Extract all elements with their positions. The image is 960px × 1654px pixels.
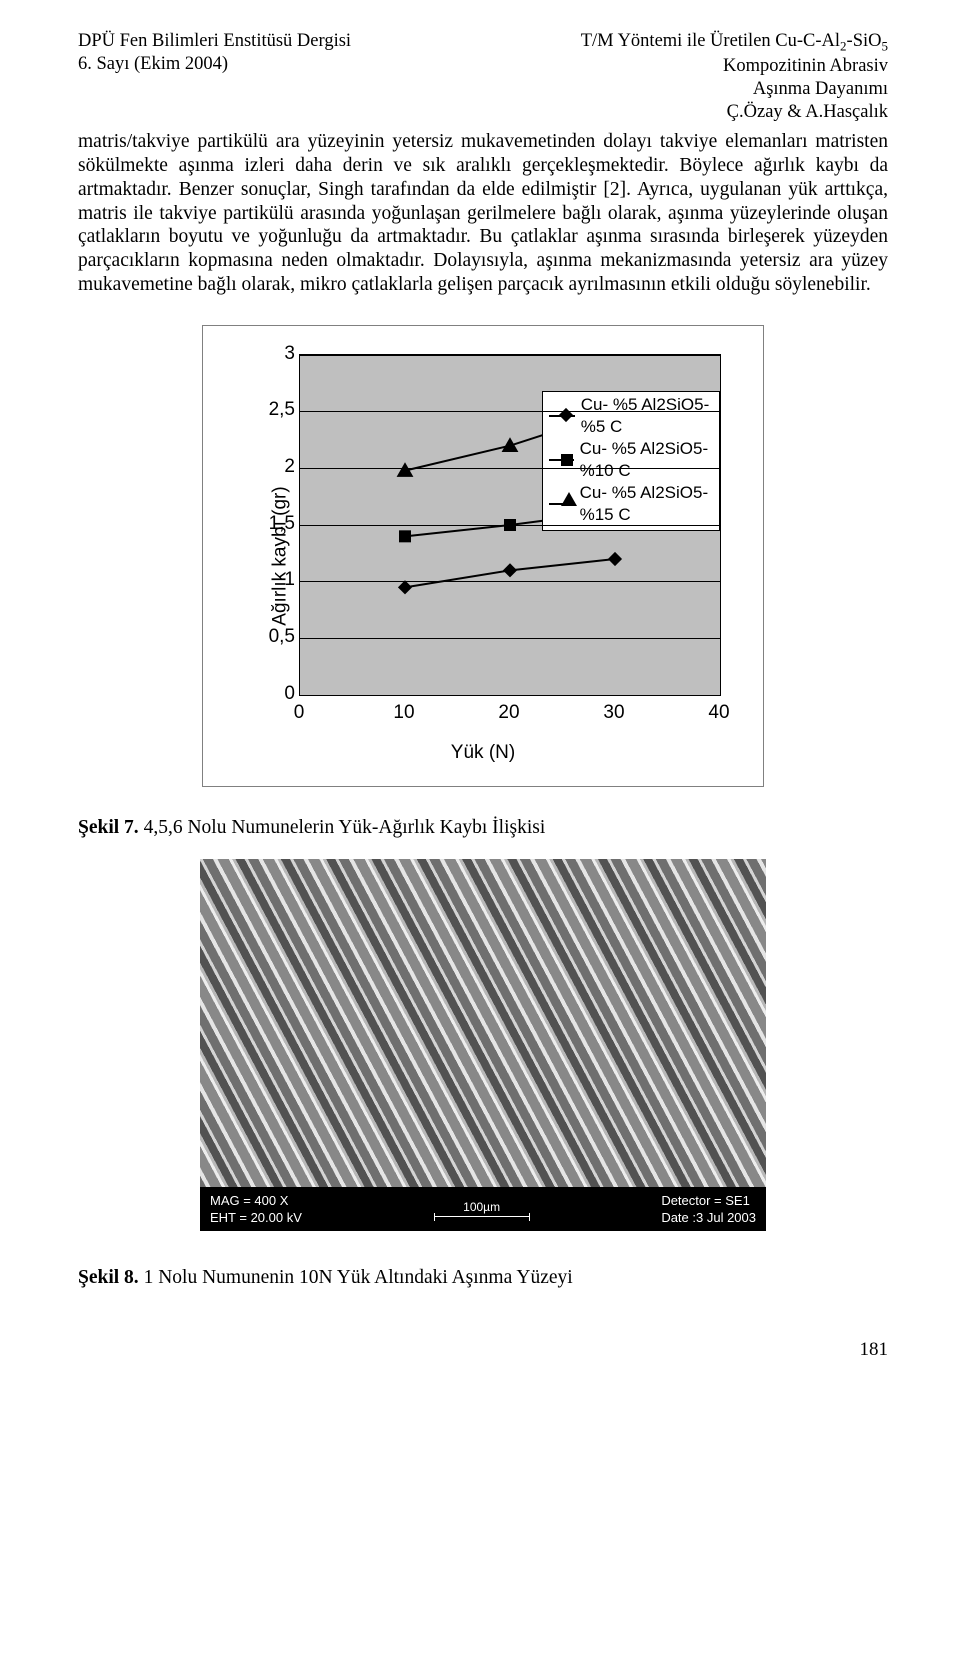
y-tick-label: 0,5 bbox=[259, 626, 295, 648]
legend-item-2: Cu- %5 Al2SiO5- %10 C bbox=[549, 438, 713, 482]
gridline-h bbox=[300, 355, 720, 356]
y-tick-label: 2,5 bbox=[259, 399, 295, 421]
legend-line-icon bbox=[549, 459, 574, 461]
sem-eht: EHT = 20.00 kV bbox=[210, 1210, 302, 1225]
figure-8-caption: Şekil 8. 1 Nolu Numunenin 10N Yük Altınd… bbox=[78, 1267, 888, 1289]
y-tick-label: 3 bbox=[259, 343, 295, 365]
y-tick-label: 0 bbox=[259, 683, 295, 705]
x-tick-label: 0 bbox=[294, 702, 305, 724]
figure-7-text: 4,5,6 Nolu Numunelerin Yük-Ağırlık Kaybı… bbox=[139, 817, 546, 838]
legend-item-1: Cu- %5 Al2SiO5- %5 C bbox=[549, 394, 713, 438]
sem-scale-label: 100µm bbox=[463, 1200, 500, 1214]
y-axis-label: Ağırlık kaybı (gr) bbox=[270, 486, 292, 625]
issue-info: 6. Sayı (Ekim 2004) bbox=[78, 53, 351, 76]
article-title-line2: Kompozitinin Abrasiv bbox=[581, 55, 888, 78]
series-marker bbox=[503, 563, 517, 577]
legend-line-icon bbox=[549, 415, 575, 417]
gridline-h bbox=[300, 581, 720, 582]
page-header: DPÜ Fen Bilimleri Enstitüsü Dergisi 6. S… bbox=[78, 30, 888, 124]
x-tick-label: 40 bbox=[708, 702, 729, 724]
sem-figure: MAG = 400 X EHT = 20.00 kV 100µm Detecto… bbox=[200, 859, 766, 1231]
journal-name: DPÜ Fen Bilimleri Enstitüsü Dergisi bbox=[78, 30, 351, 53]
figure-8-label: Şekil 8. bbox=[78, 1267, 139, 1288]
sem-micrograph: MAG = 400 X EHT = 20.00 kV 100µm Detecto… bbox=[200, 859, 766, 1231]
diamond-icon bbox=[559, 408, 573, 422]
figure-8-text: 1 Nolu Numunenin 10N Yük Altındaki Aşınm… bbox=[139, 1267, 573, 1288]
sem-info-bar: MAG = 400 X EHT = 20.00 kV 100µm Detecto… bbox=[200, 1187, 766, 1231]
x-tick-label: 30 bbox=[603, 702, 624, 724]
figure-7-label: Şekil 7. bbox=[78, 817, 139, 838]
header-right: T/M Yöntemi ile Üretilen Cu-C-Al2-SiO5 K… bbox=[581, 30, 888, 124]
series-marker bbox=[399, 530, 411, 542]
body-paragraph: matris/takviye partikülü ara yüzeyinin y… bbox=[78, 130, 888, 296]
scale-bar-icon bbox=[434, 1216, 530, 1217]
legend-item-3: Cu- %5 Al2SiO5- %15 C bbox=[549, 482, 713, 526]
triangle-icon bbox=[561, 492, 577, 506]
sem-scale: 100µm bbox=[434, 1200, 530, 1217]
x-axis-label: Yük (N) bbox=[203, 742, 763, 764]
sem-right-info: Detector = SE1 Date :3 Jul 2003 bbox=[661, 1193, 756, 1225]
y-tick-label: 1,5 bbox=[259, 513, 295, 535]
page-number: 181 bbox=[78, 1339, 888, 1361]
sem-left-info: MAG = 400 X EHT = 20.00 kV bbox=[210, 1193, 302, 1225]
plot-area: Cu- %5 Al2SiO5- %5 C Cu- %5 Al2SiO5- %10… bbox=[299, 354, 721, 696]
sem-magnification: MAG = 400 X bbox=[210, 1193, 302, 1208]
article-title-line3: Aşınma Dayanımı bbox=[581, 78, 888, 101]
gridline-h bbox=[300, 638, 720, 639]
legend-label-2: Cu- %5 Al2SiO5- %10 C bbox=[580, 438, 713, 482]
x-tick-label: 10 bbox=[393, 702, 414, 724]
y-tick-label: 1 bbox=[259, 569, 295, 591]
legend-label-1: Cu- %5 Al2SiO5- %5 C bbox=[581, 394, 713, 438]
gridline-h bbox=[300, 411, 720, 412]
legend-line-icon bbox=[549, 503, 574, 505]
authors: Ç.Özay & A.Hasçalık bbox=[581, 101, 888, 124]
legend-label-3: Cu- %5 Al2SiO5- %15 C bbox=[580, 482, 713, 526]
sem-detector: Detector = SE1 bbox=[661, 1193, 756, 1208]
y-tick-label: 2 bbox=[259, 456, 295, 478]
weight-loss-chart: Ağırlık kaybı (gr) Cu- %5 Al2SiO5- %5 C … bbox=[202, 325, 764, 787]
series-marker bbox=[608, 552, 622, 566]
article-title-line1: T/M Yöntemi ile Üretilen Cu-C-Al2-SiO5 bbox=[581, 30, 888, 55]
figure-7-caption: Şekil 7. 4,5,6 Nolu Numunelerin Yük-Ağır… bbox=[78, 817, 888, 839]
gridline-h bbox=[300, 525, 720, 526]
sem-date: Date :3 Jul 2003 bbox=[661, 1210, 756, 1225]
header-left: DPÜ Fen Bilimleri Enstitüsü Dergisi 6. S… bbox=[78, 30, 351, 124]
x-tick-label: 20 bbox=[498, 702, 519, 724]
gridline-h bbox=[300, 468, 720, 469]
square-icon bbox=[561, 454, 573, 466]
